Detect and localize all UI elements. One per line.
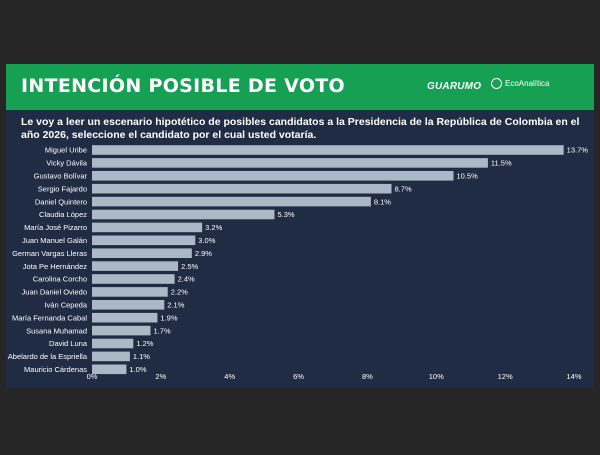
value-label: 1.9% bbox=[160, 313, 177, 322]
x-tick-label: 0% bbox=[87, 372, 98, 381]
value-label: 8.1% bbox=[374, 197, 391, 206]
category-label: German Vargas Lleras bbox=[12, 249, 87, 258]
category-label: Juan Manuel Galán bbox=[22, 236, 87, 245]
category-label: Abelardo de la Espriella bbox=[8, 352, 88, 361]
category-label: Iván Cepeda bbox=[44, 301, 87, 310]
bar bbox=[92, 300, 165, 310]
bar bbox=[92, 196, 371, 207]
ecoanalitica-logo-text: EcoAnalítica bbox=[505, 79, 550, 88]
category-label: María Fernanda Cabal bbox=[12, 313, 87, 322]
value-label: 1.2% bbox=[136, 339, 153, 348]
category-label: David Luna bbox=[49, 339, 88, 348]
x-tick-label: 6% bbox=[293, 372, 304, 381]
x-tick-label: 14% bbox=[566, 372, 581, 381]
category-label: Daniel Quintero bbox=[35, 197, 87, 206]
x-tick-label: 8% bbox=[362, 372, 373, 381]
category-label: Jota Pe Hernández bbox=[23, 262, 87, 271]
bar bbox=[92, 274, 175, 284]
x-tick-label: 2% bbox=[155, 372, 166, 381]
bar bbox=[92, 364, 127, 375]
category-label: Claudia López bbox=[39, 210, 87, 219]
page-title: INTENCIÓN POSIBLE DE VOTO bbox=[21, 75, 346, 97]
bar bbox=[92, 351, 130, 362]
bar bbox=[92, 338, 134, 349]
value-label: 2.1% bbox=[167, 301, 184, 310]
value-label: 1.7% bbox=[154, 326, 171, 335]
bar bbox=[92, 145, 564, 155]
value-label: 3.0% bbox=[198, 236, 215, 245]
category-label: Sergio Fajardo bbox=[38, 184, 87, 193]
ecoanalitica-logo: EcoAnalítica bbox=[491, 78, 549, 89]
category-label: Juan Daniel Oviedo bbox=[22, 288, 87, 297]
category-label: Gustavo Bolívar bbox=[34, 172, 88, 181]
category-label: Carolina Corcho bbox=[33, 275, 87, 284]
value-label: 3.2% bbox=[205, 223, 222, 232]
header-bar: INTENCIÓN POSIBLE DE VOTO GUARUMO EcoAna… bbox=[6, 64, 594, 110]
guarumo-logo: GUARUMO bbox=[427, 81, 482, 92]
category-label: Susana Muhamad bbox=[26, 326, 87, 335]
bar bbox=[92, 312, 158, 323]
value-label: 5.3% bbox=[277, 210, 294, 219]
bar bbox=[92, 248, 192, 258]
value-label: 1.1% bbox=[133, 352, 150, 361]
category-label: Vicky Dávila bbox=[46, 159, 88, 168]
x-tick-label: 12% bbox=[498, 372, 513, 381]
bar bbox=[92, 287, 168, 297]
value-label: 11.5% bbox=[491, 159, 512, 168]
bar bbox=[92, 235, 196, 246]
bar bbox=[92, 325, 151, 336]
ecoanalitica-logo-icon bbox=[491, 78, 502, 89]
x-tick-label: 10% bbox=[429, 372, 444, 381]
bar bbox=[92, 261, 179, 271]
value-label: 2.2% bbox=[171, 288, 188, 297]
value-label: 2.4% bbox=[178, 275, 195, 284]
category-label: Mauricio Cárdenas bbox=[24, 365, 87, 374]
value-label: 1.0% bbox=[129, 365, 146, 374]
x-tick-label: 4% bbox=[224, 372, 235, 381]
category-label: María José Pizarro bbox=[24, 223, 87, 232]
survey-question: Le voy a leer un escenario hipotético de… bbox=[21, 116, 580, 141]
bar bbox=[92, 222, 203, 233]
value-label: 2.9% bbox=[195, 249, 212, 258]
bar-chart: Miguel Uribe 13.7% Vicky Dávila 11.5% Gustav… bbox=[8, 145, 589, 381]
bar bbox=[92, 171, 454, 181]
category-label: Miguel Uribe bbox=[45, 146, 87, 155]
slide-panel: INTENCIÓN POSIBLE DE VOTO GUARUMO EcoAna… bbox=[6, 64, 594, 388]
value-label: 2.5% bbox=[181, 262, 198, 271]
bar bbox=[92, 183, 392, 194]
value-label: 13.7% bbox=[567, 146, 589, 155]
value-label: 10.5% bbox=[457, 172, 479, 181]
bar bbox=[92, 158, 488, 168]
value-label: 8.7% bbox=[395, 184, 412, 193]
bar bbox=[92, 209, 275, 220]
